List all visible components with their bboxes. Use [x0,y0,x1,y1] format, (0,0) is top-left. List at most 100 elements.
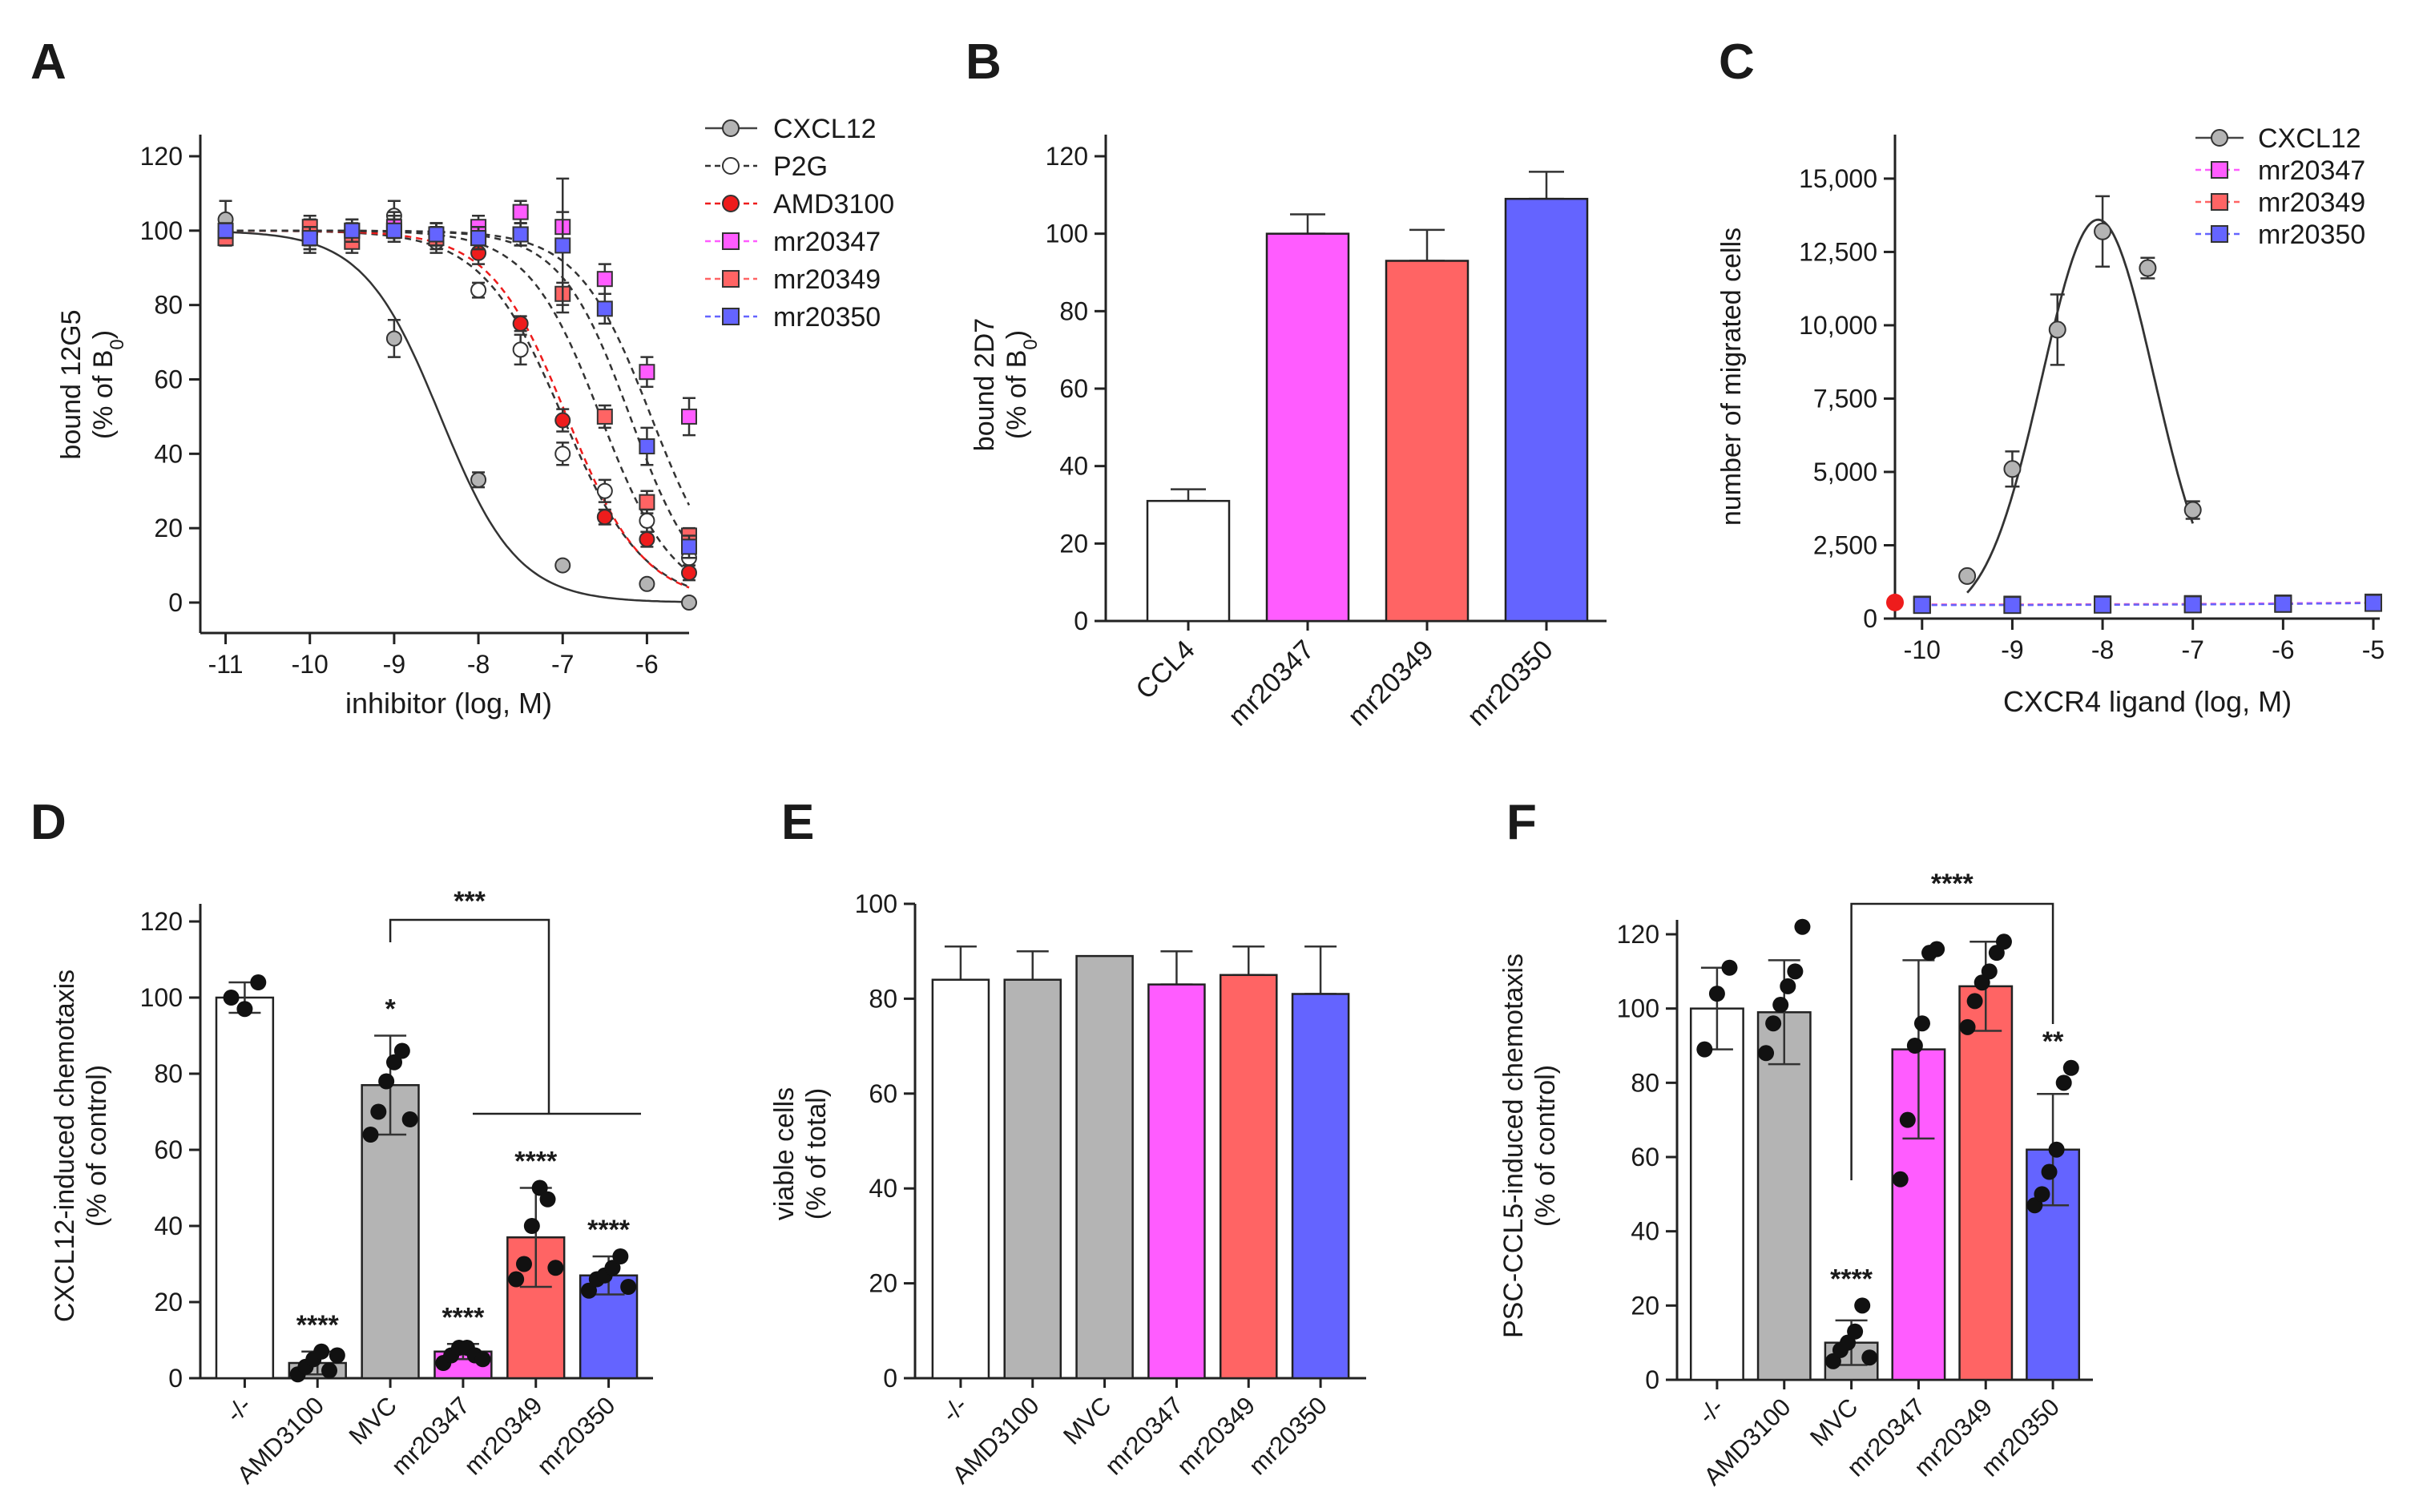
y-tick-label: 0 [883,1364,897,1393]
x-tick-label: mr20350 [1462,635,1559,732]
data-dot [362,1127,379,1143]
x-tick-label: MVC [1804,1393,1863,1451]
error-bar [1768,959,1800,1066]
data-point-P2G [596,482,613,499]
data-dot [236,1001,253,1018]
x-axis-label: CXCR4 ligand (log, M) [2003,685,2292,718]
error-bar [1232,946,1265,977]
y-tick-label: 40 [869,1174,897,1203]
data-point-P2G [512,341,529,358]
data-point-mr20347 [639,364,655,381]
x-tick-label: -8 [2091,635,2114,664]
significance-bracket [389,918,550,1114]
y-tick-label: 80 [154,291,183,320]
bracket-label: **** [1931,869,1974,899]
x-tick-label: -8 [467,650,490,679]
x-tick-label: MVC [344,1391,402,1450]
fit-curve-mr20347 [225,229,691,506]
fit-curve-mr20350 [225,229,691,546]
data-dot [1995,933,2012,950]
data-dot [1794,918,1811,935]
significance-label: ** [2042,1026,2064,1057]
y-tick-label: 80 [1631,1068,1659,1097]
y-tick-label: 0 [1863,604,1877,633]
y-tick-label: 10,000 [1799,311,1877,340]
x-tick-label: -10 [1904,635,1941,664]
data-point-AMD3100 [554,412,571,429]
x-tick-label: mr20349 [1342,635,1440,732]
data-point-AMD3100 [681,564,697,581]
data-point-mr20350 [2003,596,2022,615]
data-dot [2041,1163,2058,1180]
data-point-P2G [639,512,655,529]
data-dot [386,1054,403,1070]
x-tick-label: mr20349 [1171,1391,1260,1480]
data-point-CXCL12 [2048,321,2066,339]
y-tick-label: 100 [1617,994,1659,1023]
legend-marker [2211,129,2228,147]
error-bar [1016,950,1049,981]
panel-label-D: D [30,795,67,850]
bar-mr20349 [1958,985,2014,1381]
x-tick-label: CCL4 [1130,635,1200,705]
data-dot [401,1111,418,1127]
y-axis-label: bound 12G5 [56,309,87,459]
error-bar [1171,488,1206,502]
y-axis-label: CXCL12-induced chemotaxis [50,970,80,1322]
bar-mr20350 [1504,197,1589,623]
data-dot [1966,993,1983,1010]
legend-marker [2211,161,2228,179]
legend: CXCL12 P2G AMD3100 mr20347 mr20349 mr20350 [705,114,894,333]
data-point-mr20350 [344,222,361,239]
data-dot [313,1343,330,1360]
data-point-mr20350 [385,222,402,239]
fit-curve-AMD3100 [225,229,690,589]
data-dot [523,1218,540,1234]
x-tick-label: -9 [2001,635,2023,664]
y-tick-label: 100 [140,216,183,245]
y-tick-label: 20 [154,514,183,542]
x-tick-label: -10 [292,650,329,679]
legend-label: mr20347 [773,227,881,257]
significance-label: **** [296,1310,340,1341]
data-point-mr20350 [301,230,318,247]
data-dot [329,1347,345,1364]
panel-label-F: F [1506,795,1537,850]
x-tick-label: mr20350 [531,1391,620,1480]
y-tick-label: 60 [1631,1143,1659,1171]
data-dot [508,1271,525,1288]
data-point-mr20349 [596,408,613,425]
x-tick-label: -/- [1692,1393,1728,1429]
data-point-mr20350 [470,230,487,247]
fit-curve-mr20349 [225,229,690,573]
panel-label-B: B [966,34,1002,90]
y-axis-label: bound 2D7 [970,318,1000,451]
x-tick-label: MVC [1058,1391,1116,1450]
y-tick-label: 60 [154,1135,183,1164]
y-axis-label: number of migrated cells [1716,228,1747,526]
data-dot [1861,1349,1878,1366]
data-dot [250,974,267,990]
x-tick-label: -6 [635,650,658,679]
legend-label: mr20347 [2258,155,2365,186]
data-dot [1906,1038,1923,1054]
y-tick-label: 0 [168,588,183,617]
series-line-mr20350 [1921,602,2374,607]
y-tick-label: 40 [1059,452,1088,481]
y-tick-label: 60 [869,1079,897,1108]
data-dot [1765,1015,1782,1032]
panel-d-chart: 0 20 40 60 80 100 120 CXCL12-induced chemotaxis… [50,886,653,1489]
y-tick-label: 80 [1059,296,1088,325]
y-tick-label: 0 [168,1364,183,1393]
data-dot [2062,1059,2079,1076]
panel-label-C: C [1719,34,1755,90]
data-point-AMD3100 [639,531,655,548]
x-tick-label: mr20349 [458,1391,547,1480]
significance-label: **** [1830,1264,1873,1294]
bar-mr20347 [1147,983,1206,1380]
data-point-AMD3100 [512,315,529,332]
bar-mr20347 [1265,232,1350,623]
bar--/- [215,996,275,1380]
x-tick-label: -/- [936,1391,972,1427]
